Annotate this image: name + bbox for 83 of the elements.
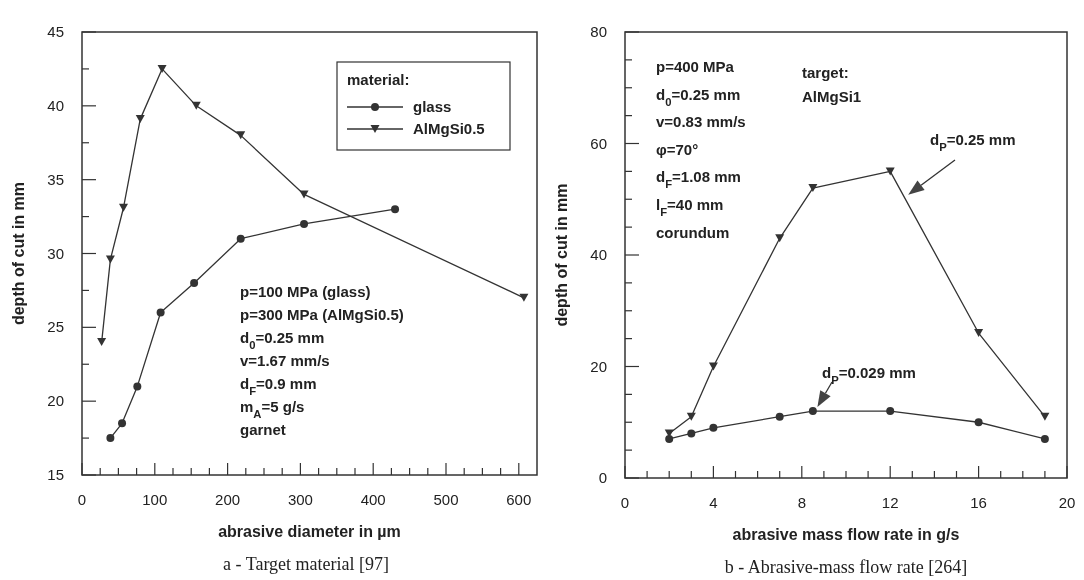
series-label: d$_{P}$=0.029 mm — [822, 364, 916, 386]
annotation: v=0.83 mm/s — [656, 113, 746, 131]
y-tick-label: 80 — [590, 23, 607, 40]
point — [135, 115, 145, 124]
annotation: d$_{F}$=1.08 mm — [656, 168, 741, 191]
annotation: garnet — [240, 421, 286, 438]
y-tick-label: 25 — [47, 318, 64, 336]
annotation: AlMgSi1 — [802, 88, 862, 105]
point — [236, 234, 245, 243]
y-tick-label: 20 — [590, 357, 607, 375]
x-tick-label: 0 — [77, 491, 87, 508]
annotation: m$_{A}$=5 g/s — [240, 398, 305, 420]
y-tick-label: 45 — [47, 23, 64, 40]
point — [190, 279, 199, 288]
point — [133, 382, 142, 391]
point — [105, 255, 115, 264]
x-axis-title: abrasive mass flow rate in g/s — [732, 526, 960, 543]
point — [775, 412, 784, 421]
point — [236, 131, 246, 140]
point — [106, 434, 115, 443]
annotation: d$_{0}$=0.25 mm — [656, 85, 741, 108]
point — [1040, 434, 1049, 443]
annotation: φ=70° — [656, 140, 699, 158]
annotation: d$_{F}$=0.9 mm — [240, 375, 317, 397]
legend-label: AlMgSi0.5 — [413, 120, 485, 137]
x-tick-label: 16 — [970, 494, 987, 511]
y-tick-label: 40 — [590, 246, 607, 263]
point — [808, 407, 817, 416]
point — [686, 412, 696, 421]
x-tick-label: 400 — [360, 491, 386, 508]
annotation: target: — [802, 64, 849, 81]
x-tick-label: 200 — [215, 491, 241, 508]
annotation: l$_{F}$=40 mm — [656, 196, 724, 218]
x-tick-label: 12 — [881, 494, 899, 511]
point — [808, 184, 818, 193]
point — [97, 338, 107, 347]
y-axis-title: depth of cut in mm — [10, 181, 27, 326]
y-axis-title: depth of cut in mm — [553, 183, 570, 327]
point — [300, 219, 309, 228]
y-tick-label: 60 — [590, 134, 607, 152]
point — [156, 308, 165, 317]
point — [1040, 412, 1050, 421]
y-tick-label: 30 — [47, 244, 64, 262]
y-tick-label: 15 — [47, 466, 64, 483]
annotation: p=100 MPa (glass) — [240, 283, 371, 300]
point — [519, 293, 529, 302]
text: a - Target material [97] — [223, 554, 389, 574]
x-tick-label: 20 — [1058, 494, 1076, 511]
point — [299, 190, 309, 199]
x-tick-label: 500 — [433, 491, 459, 508]
x-tick-label: 600 — [506, 491, 532, 508]
point — [119, 203, 128, 212]
annotation: d$_{0}$=0.25 mm — [240, 329, 325, 351]
point — [118, 419, 127, 428]
annotation: p=300 MPa (AlMgSi0.5) — [240, 306, 404, 323]
annotation: v=1.67 mm/s — [240, 352, 330, 369]
point — [687, 429, 696, 438]
y-tick-label: 35 — [47, 170, 64, 188]
point — [885, 167, 895, 176]
y-tick-label: 0 — [598, 469, 607, 486]
y-tick-label: 40 — [47, 96, 64, 114]
x-tick-label: 300 — [287, 491, 313, 508]
point — [191, 101, 201, 110]
x-tick-label: 0 — [620, 494, 630, 511]
point — [974, 329, 984, 338]
point — [157, 64, 167, 73]
legend-title: material: — [347, 71, 410, 88]
point — [709, 423, 718, 432]
point — [665, 434, 674, 443]
legend-label: glass — [413, 98, 452, 115]
point — [974, 418, 983, 427]
x-tick-label: 4 — [709, 494, 718, 511]
y-tick-label: 20 — [47, 392, 64, 410]
point — [886, 407, 895, 416]
point — [775, 234, 785, 243]
text: d$_{P}$=0.25 mm — [930, 131, 1016, 153]
point — [391, 205, 400, 214]
text: b - Abrasive-mass flow rate [264] — [724, 557, 968, 577]
x-axis-title: abrasive diameter in µm — [218, 523, 401, 540]
x-tick-label: 8 — [797, 494, 806, 511]
x-tick-label: 100 — [142, 491, 168, 508]
annotation: corundum — [656, 223, 730, 241]
annotation: p=400 MPa — [656, 58, 735, 75]
